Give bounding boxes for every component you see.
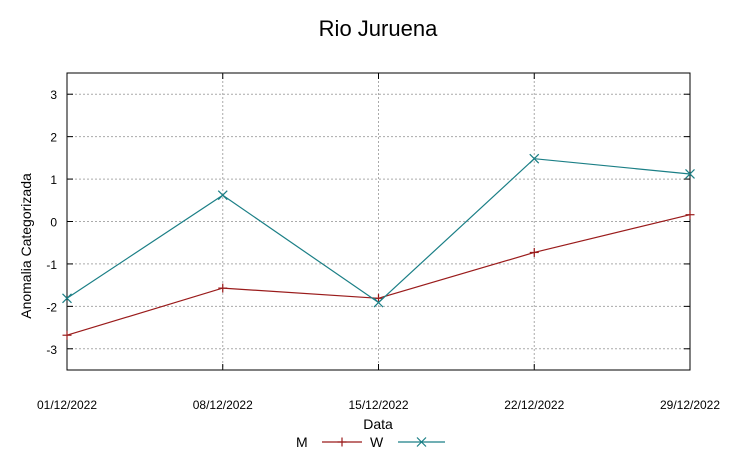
data-point: [62, 293, 72, 304]
y-tick-label: -3: [46, 343, 57, 357]
x-tick-label: 08/12/2022: [193, 398, 253, 412]
series-m: [62, 210, 695, 340]
legend-swatch-marker: [416, 437, 427, 447]
y-tick-label: 1: [50, 173, 57, 187]
y-axis-ticks: 3 2 1 0 -1 -2 -3: [46, 88, 690, 357]
legend-label: W: [370, 434, 384, 450]
y-axis-title: Anomalia Categorizada: [18, 173, 34, 319]
data-point: [685, 169, 695, 179]
data-point: [373, 297, 384, 308]
x-axis-ticks: 01/12/2022 08/12/2022 15/12/2022 22/12/2022…: [37, 73, 720, 412]
y-tick-label: 3: [50, 88, 57, 102]
data-point: [529, 153, 540, 164]
data-point: [217, 190, 228, 201]
x-axis-title: Data: [363, 416, 393, 432]
legend-label: M: [296, 434, 308, 450]
x-tick-label: 15/12/2022: [348, 398, 408, 412]
x-tick-label: 29/12/2022: [660, 398, 720, 412]
y-tick-label: -1: [46, 258, 57, 272]
legend-item-m: M: [296, 434, 362, 450]
x-tick-label: 22/12/2022: [504, 398, 564, 412]
series-w: [62, 153, 695, 308]
grid-lines: [67, 73, 690, 370]
x-tick-label: 01/12/2022: [37, 398, 97, 412]
y-tick-label: 0: [50, 216, 57, 230]
y-tick-label: -2: [46, 300, 57, 314]
chart-title: Rio Juruena: [319, 16, 438, 41]
y-tick-label: 2: [50, 131, 57, 145]
legend-item-w: W: [370, 434, 445, 450]
series-lines: [62, 153, 695, 340]
